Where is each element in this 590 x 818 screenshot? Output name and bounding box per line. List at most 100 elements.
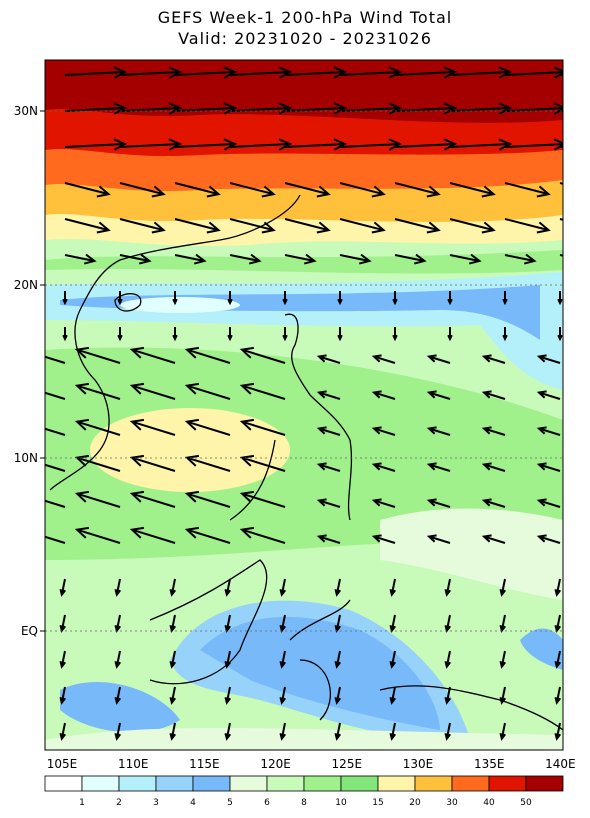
wind-arrow [129,454,176,472]
wind-arrow [45,463,66,472]
wind-arrow [536,390,561,400]
wind-arrow [371,462,396,472]
wind-arrow [371,426,396,436]
wind-arrow [279,686,287,705]
wind-arrow [394,138,458,151]
wind-arrow [559,145,563,148]
colorbar-label: 50 [520,798,532,808]
lat-label: 30N [14,104,38,118]
wind-arrow [389,578,397,597]
wind-arrow [239,418,286,436]
wind-arrow [74,418,121,436]
wind-arrow [229,253,262,265]
wind-arrow [449,253,482,265]
wind-arrow [227,327,233,342]
wind-arrow [64,66,128,79]
wind-arrow [449,102,513,115]
colorbar-label: 10 [335,798,347,808]
wind-arrow [447,327,453,342]
wind-arrow [59,578,67,597]
wind-arrow [481,534,506,544]
wind-arrow [371,498,396,508]
wind-arrow [74,490,121,508]
wind-arrow [169,650,177,669]
wind-arrow [224,686,232,705]
wind-arrow [536,426,561,436]
wind-arrow [536,534,561,544]
colorbar-box [377,775,416,792]
colorbar-label: 40 [483,798,495,808]
wind-arrow [337,327,343,342]
wind-arrow [502,291,508,306]
map-frame [44,59,564,751]
wind-arrow [169,578,177,597]
wind-arrow [554,686,562,705]
wind-arrow [502,327,508,342]
wind-arrow [444,722,452,741]
colorbar-label: 20 [409,798,421,808]
wind-arrow [119,218,166,234]
wind-arrow [64,138,128,151]
wind-arrow [279,650,287,669]
wind-arrow [129,346,176,364]
wind-arrow [339,253,372,265]
wind-arrow [504,218,551,234]
wind-arrow [536,354,561,364]
wind-arrow [316,390,341,400]
wind-arrow [45,499,66,508]
colorbar-box [488,775,527,792]
wind-arrow [334,686,342,705]
wind-arrow [239,346,286,364]
wind-arrow [284,102,348,115]
lat-label: 20N [14,278,38,292]
wind-arrow [114,722,122,741]
wind-arrow [45,427,66,436]
wind-arrow [45,391,66,400]
wind-arrow [499,686,507,705]
wind-arrow [536,498,561,508]
lon-label: 135E [474,757,505,771]
wind-arrow [426,462,451,472]
wind-arrow [316,534,341,544]
lon-label: 140E [545,757,576,771]
wind-arrow [426,534,451,544]
wind-arrow [129,526,176,544]
colorbar-box [155,775,194,792]
wind-arrow [169,686,177,705]
colorbar-box [303,775,342,792]
wind-arrow [449,66,513,79]
wind-arrow [339,218,386,234]
wind-arrow [426,354,451,364]
lon-label: 120E [260,757,291,771]
lat-label: EQ [21,624,38,638]
wind-arrow [316,426,341,436]
wind-arrow [59,686,67,705]
wind-arrow [174,102,238,115]
colorbar-label: 6 [264,798,270,808]
wind-arrow [339,102,403,115]
wind-arrow [64,182,111,198]
colorbar-label: 8 [301,798,307,808]
wind-arrow [59,722,67,741]
wind-arrow [117,291,123,306]
wind-arrow [504,66,563,79]
colorbar-label: 1 [79,798,85,808]
wind-arrow [129,382,176,400]
wind-arrow [74,382,121,400]
wind-arrow [559,109,563,112]
wind-arrow [339,138,403,151]
wind-arrow [447,291,453,306]
wind-arrow [284,182,331,198]
colorbar-label: 4 [190,798,196,808]
wind-arrow [284,218,331,234]
wind-arrow [499,650,507,669]
colorbar-box [451,775,490,792]
wind-arrow [279,578,287,597]
wind-arrow [449,138,513,151]
wind-arrow [444,686,452,705]
wind-arrow [559,73,563,76]
wind-arrow [449,218,496,234]
wind-arrow [74,454,121,472]
wind-arrow [481,390,506,400]
wind-arrow [114,650,122,669]
